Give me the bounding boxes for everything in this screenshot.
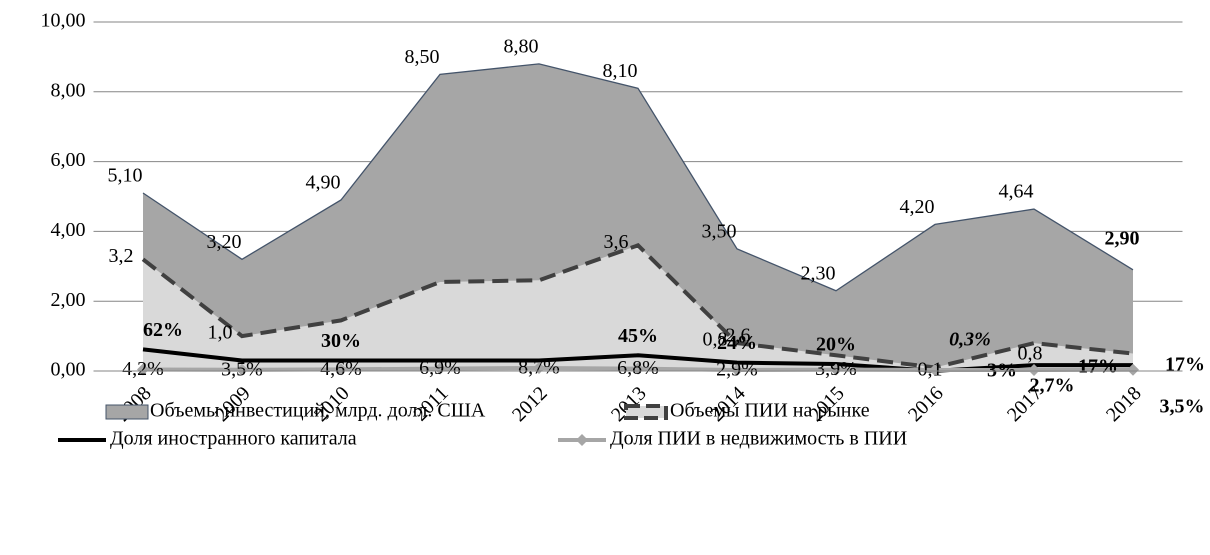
data-label: 3,6 xyxy=(604,231,629,253)
data-label: 6,8% xyxy=(617,357,659,379)
y-tick-label: 0,00 xyxy=(51,359,86,381)
area-line xyxy=(142,63,1134,292)
legend-swatch xyxy=(105,404,149,420)
marker xyxy=(137,363,149,376)
data-label: 3,50 xyxy=(702,220,737,242)
marker xyxy=(335,363,347,376)
marker xyxy=(236,363,248,376)
data-label: 8,80 xyxy=(504,35,539,57)
data-label: 2,30 xyxy=(801,262,836,284)
data-label: 8,10 xyxy=(603,60,638,82)
data-label: 3,20 xyxy=(207,231,242,253)
data-label: 2,90 xyxy=(1105,228,1140,250)
data-label: 4,90 xyxy=(306,172,341,194)
data-label: 2,9% xyxy=(716,359,758,381)
area xyxy=(143,63,1133,371)
data-label: 3,5% xyxy=(221,358,263,380)
y-tick-label: 6,00 xyxy=(51,149,86,171)
data-label: 30% xyxy=(321,330,361,352)
data-label: 8,7% xyxy=(518,357,560,379)
marker xyxy=(632,362,644,375)
legend-label: Объемы инвестиций, млрд. долл. США xyxy=(150,400,486,422)
data-label: 4,64 xyxy=(999,181,1034,203)
data-label: 0,8 xyxy=(703,329,728,351)
legend-marker xyxy=(576,434,588,446)
legend-label: Доля иностранного капитала xyxy=(110,428,357,450)
data-label: 4,2% xyxy=(122,358,164,380)
data-label: 1,0 xyxy=(208,322,233,344)
area xyxy=(143,245,1133,371)
marker xyxy=(1028,364,1040,377)
marker xyxy=(830,363,842,376)
data-label: 62% xyxy=(143,319,183,341)
x-tick-label: 2012 xyxy=(508,382,552,426)
data-label: 17% xyxy=(1165,354,1205,376)
y-tick-label: 10,00 xyxy=(41,10,86,32)
legend-label: Объемы ПИИ на рынке xyxy=(670,400,870,422)
data-label: 3,2 xyxy=(109,245,134,267)
data-label: 5,10 xyxy=(108,165,143,187)
data-label: 0,1 xyxy=(918,359,943,381)
legend-label: Доля ПИИ в недвижимость в ПИИ xyxy=(610,428,907,450)
x-tick-label: 2018 xyxy=(1102,382,1146,426)
data-label: 8,50 xyxy=(405,46,440,68)
marker xyxy=(434,362,446,375)
data-label: 0,3% xyxy=(949,329,991,351)
x-tick-label: 2016 xyxy=(904,382,948,426)
marker xyxy=(731,363,743,376)
data-label: 2,6 xyxy=(726,325,751,347)
y-tick-label: 2,00 xyxy=(51,289,86,311)
data-label: 17% xyxy=(1078,356,1118,378)
marker xyxy=(1127,363,1139,376)
data-label: 24% xyxy=(717,332,757,354)
marker xyxy=(929,363,941,376)
data-label: 4,6% xyxy=(320,358,362,380)
data-label: 6,9% xyxy=(419,357,461,379)
data-label: 45% xyxy=(618,325,658,347)
data-label: 4,20 xyxy=(900,196,935,218)
data-label: 2,7% xyxy=(1030,375,1075,397)
data-label: 3,9% xyxy=(815,358,857,380)
legend-swatch xyxy=(624,404,668,420)
data-label: 3,5% xyxy=(1160,396,1205,418)
y-tick-label: 4,00 xyxy=(51,219,86,241)
area-line xyxy=(141,243,1134,370)
y-tick-label: 8,00 xyxy=(51,79,86,101)
data-label: 20% xyxy=(816,334,856,356)
data-label: 0,8 xyxy=(1018,343,1043,365)
